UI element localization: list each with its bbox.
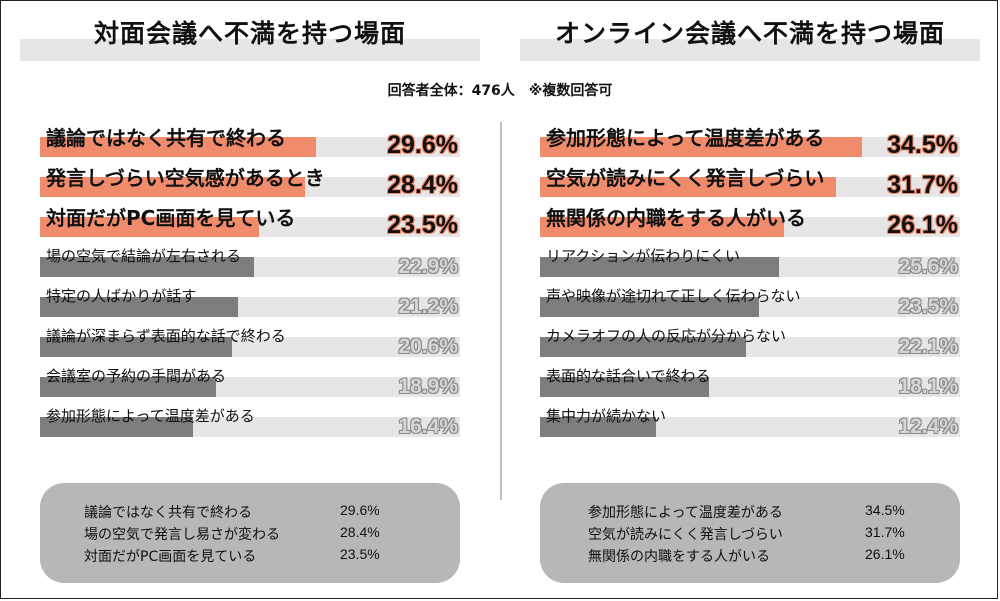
left-bar-label-3: 対面だがPC画面を見ている	[46, 206, 296, 230]
right-bar-3	[540, 217, 784, 237]
respondents-note: 回答者全体：476人 ※複数回答可	[387, 83, 613, 99]
left-bar-value-1: 29.6%	[387, 131, 458, 159]
center-divider	[500, 122, 502, 500]
right-bar-label-4: リアクションが伝わりにくい	[546, 247, 740, 265]
left-bar-3	[40, 217, 259, 237]
left-summary-label-3: 対面だがPC画面を見ている	[84, 549, 257, 565]
right-bar-value-7: 18.1%	[898, 375, 958, 398]
right-chart-title: オンライン会議へ不満を持つ場面	[554, 19, 945, 48]
right-bar-label-2: 空気が読みにくく発言しづらい	[546, 166, 825, 190]
right-bar-label-7: 表面的な話合いで終わる	[546, 367, 711, 385]
right-title-band	[520, 39, 980, 61]
right-bar-5	[540, 297, 759, 317]
left-bar-5	[40, 297, 238, 317]
left-bar-value-3: 23.5%	[387, 211, 458, 239]
right-bar-value-8: 12.4%	[898, 415, 958, 438]
right-bar-6	[540, 337, 746, 357]
right-bar-label-6: カメラオフの人の反応が分からない	[546, 327, 787, 345]
left-bar-label-6: 議論が深まらず表面的な話で終わる	[46, 327, 286, 345]
right-bar-8	[540, 417, 656, 437]
right-summary-value-3: 26.1%	[865, 546, 905, 562]
right-summary-box: 参加形態によって温度差がある 34.5% 空気が読みにくく発言しづらい 31.7…	[540, 483, 960, 583]
left-summary-label-2: 場の空気で発言し易さが変わる	[84, 527, 280, 543]
left-bar-8	[40, 417, 193, 437]
left-bar-4	[40, 257, 254, 277]
left-bar-label-7: 会議室の予約の手間がある	[46, 367, 227, 385]
right-bar-7	[540, 377, 709, 397]
left-bar-value-7: 18.9%	[398, 375, 458, 398]
right-bar-4	[540, 257, 779, 277]
left-bar-value-8: 16.4%	[398, 415, 458, 438]
left-bar-value-2: 28.4%	[387, 171, 458, 199]
left-bar-value-5: 21.2%	[398, 295, 458, 318]
left-bar-label-4: 場の空気で結論が左右される	[46, 247, 242, 265]
right-summary-value-2: 31.7%	[865, 524, 905, 540]
right-summary-label-3: 無関係の内職をする人がいる	[588, 549, 770, 565]
right-bar-value-5: 23.5%	[898, 295, 958, 318]
left-bar-6	[40, 337, 232, 357]
left-summary-label-1: 議論ではなく共有で終わる	[84, 505, 252, 521]
right-bar-value-3: 26.1%	[887, 211, 958, 239]
left-bar-7	[40, 377, 216, 397]
right-bar-1	[540, 137, 862, 157]
right-bar-label-5: 声や映像が途切れて正しく伝わらない	[546, 287, 801, 305]
left-summary-box: 議論ではなく共有で終わる 29.6% 場の空気で発言し易さが変わる 28.4% …	[40, 483, 460, 583]
left-bar-value-4: 22.9%	[398, 255, 458, 278]
right-bar-value-6: 22.1%	[898, 335, 958, 358]
right-bar-value-4: 25.6%	[898, 255, 958, 278]
right-bar-value-1: 34.5%	[887, 131, 958, 159]
right-bar-label-3: 無関係の内職をする人がいる	[546, 206, 806, 230]
left-bar-label-2: 発言しづらい空気感があるとき	[46, 166, 325, 190]
left-bar-1	[40, 137, 316, 157]
right-bar-label-8: 集中力が続かない	[546, 407, 667, 425]
left-bar-label-1: 議論ではなく共有で終わる	[46, 126, 286, 150]
left-bar-label-8: 参加形態によって温度差がある	[46, 407, 255, 425]
right-summary-value-1: 34.5%	[865, 502, 905, 518]
right-summary-label-1: 参加形態によって温度差がある	[588, 505, 783, 521]
right-bar-2	[540, 177, 836, 197]
left-summary-value-2: 28.4%	[340, 524, 380, 540]
left-bar-value-6: 20.6%	[398, 335, 458, 358]
left-bar-2	[40, 177, 305, 197]
left-chart-title: 対面会議へ不満を持つ場面	[93, 19, 406, 48]
left-summary-value-1: 29.6%	[340, 502, 380, 518]
left-title-band	[20, 39, 480, 61]
left-summary-value-3: 23.5%	[340, 546, 380, 562]
right-bar-label-1: 参加形態によって温度差がある	[546, 126, 825, 150]
right-bar-value-2: 31.7%	[887, 171, 958, 199]
right-summary-label-2: 空気が読みにくく発言しづらい	[588, 527, 783, 543]
left-bar-label-5: 特定の人ばかりが話す	[46, 287, 197, 305]
